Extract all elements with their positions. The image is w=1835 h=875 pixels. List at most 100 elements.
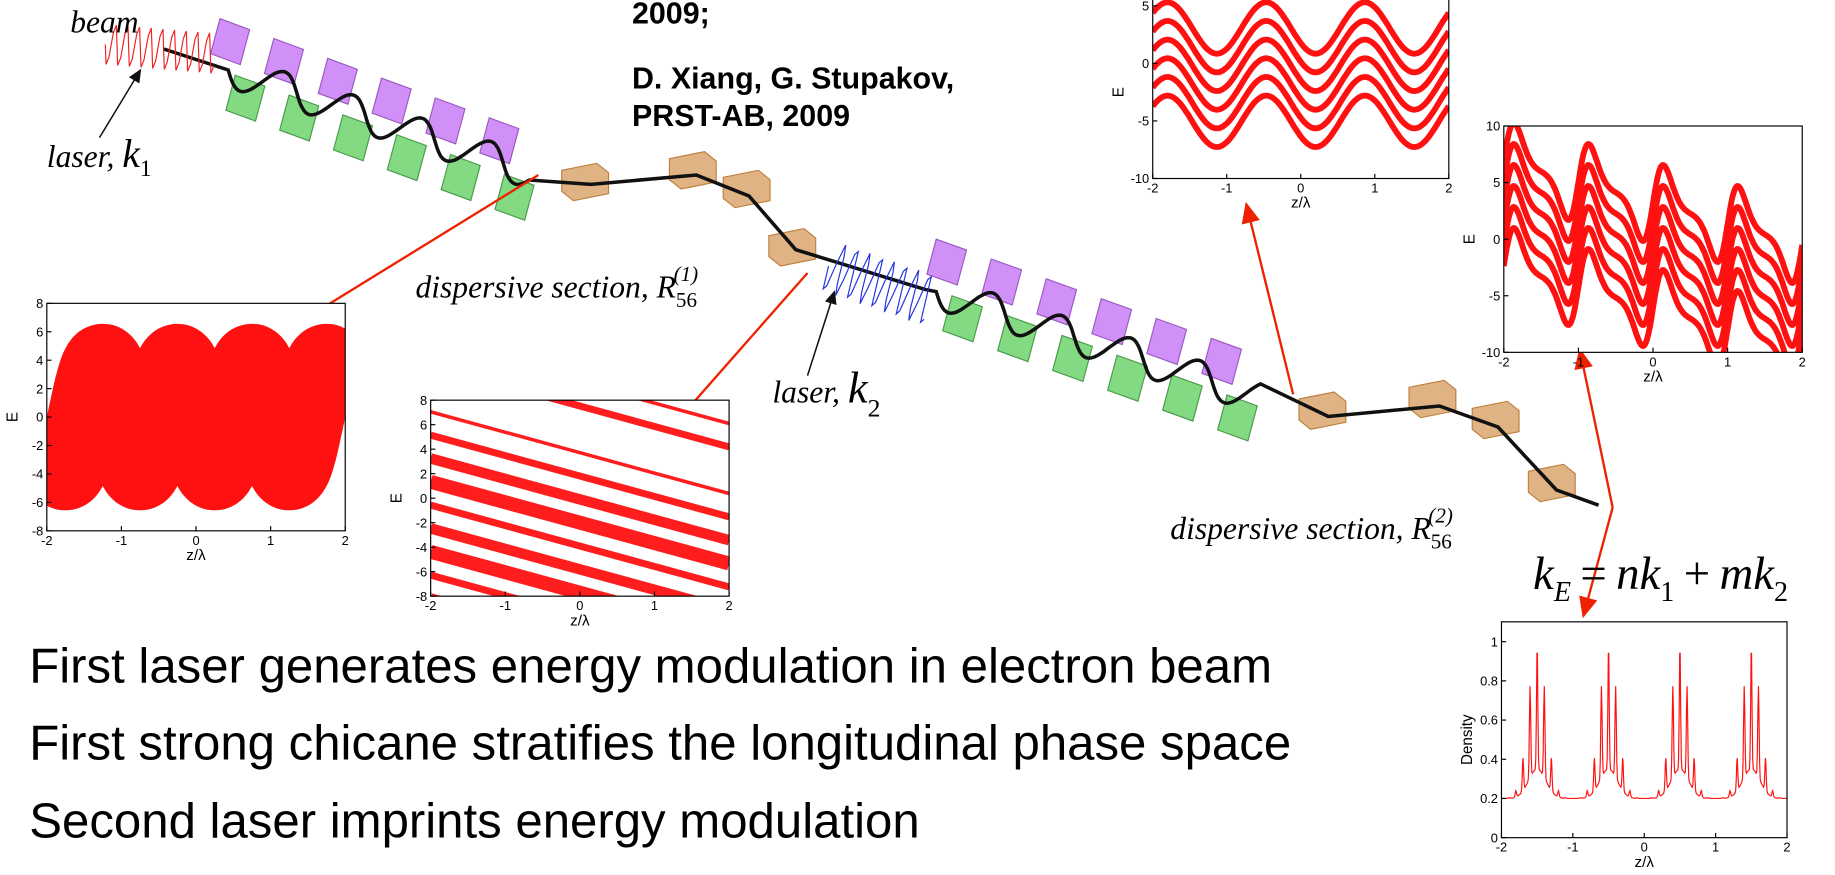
green-magnet	[998, 316, 1038, 362]
formula-symbol: k	[1533, 548, 1555, 600]
formula-symbol: mk	[1719, 548, 1775, 600]
body: 2009; D. Xiang, G. Stupakov, PRST-AB, 20…	[0, 0, 1835, 875]
laser2-wave	[823, 245, 931, 322]
dispersive1-label: dispersive section, R56(1)	[415, 262, 698, 312]
y-tick-label: 0.2	[1480, 791, 1498, 806]
y-tick-label: 2	[36, 381, 43, 396]
x-tick-label: 0	[1649, 354, 1656, 369]
red-arrow	[1246, 204, 1293, 394]
x-tick-label: 1	[1712, 840, 1719, 855]
y-tick-label: -10	[1131, 171, 1150, 186]
reference-year: 2009;	[632, 0, 710, 30]
x-tick-label: 0	[576, 598, 583, 613]
y-tick-label: 2	[420, 466, 427, 481]
y-tick-label: 0	[420, 491, 427, 506]
dispersive2-label: dispersive section, R56(2)	[1170, 504, 1453, 554]
formula-subscript: 2	[1774, 577, 1788, 608]
y-tick-label: 6	[420, 417, 427, 432]
green-magnet	[1108, 355, 1148, 401]
x-axis-label: z/λ	[570, 612, 590, 629]
y-tick-label: 0.8	[1480, 674, 1498, 689]
purple-magnet	[982, 259, 1022, 305]
x-tick-label: 1	[267, 533, 274, 548]
x-tick-label: 2	[342, 533, 349, 548]
x-tick-label: -1	[1567, 840, 1578, 855]
y-tick-label: -8	[416, 589, 427, 604]
slide: 2009; D. Xiang, G. Stupakov, PRST-AB, 20…	[0, 0, 1835, 875]
y-tick-label: -4	[32, 467, 43, 482]
x-tick-label: 2	[726, 598, 733, 613]
label-subscript: 56	[1431, 529, 1452, 553]
chicane-magnet	[669, 152, 716, 189]
y-tick-label: 1	[1491, 634, 1498, 649]
purple-magnet	[1147, 319, 1187, 365]
green-magnet	[387, 135, 426, 181]
y-tick-label: 4	[420, 442, 427, 457]
y-tick-label: 8	[420, 393, 427, 408]
laser2-label: laser, k2	[772, 363, 880, 423]
reference-journal: PRST-AB, 2009	[632, 99, 850, 133]
y-axis-label: E	[388, 493, 405, 503]
y-tick-label: -6	[416, 564, 427, 579]
y-tick-label: 8	[36, 296, 43, 311]
purple-magnet	[211, 19, 250, 65]
x-tick-label: 0	[192, 533, 199, 548]
x-tick-label: 0	[1641, 840, 1648, 855]
y-tick-label: -2	[416, 515, 427, 530]
x-tick-label: 0	[1297, 181, 1304, 196]
label-text: laser,	[772, 375, 847, 410]
page: EEHG scheme {"header":{"year_line":"2009…	[0, 0, 1835, 875]
formula-subscript: E	[1553, 577, 1571, 608]
x-axis-label: z/λ	[1643, 369, 1663, 386]
purple-magnet	[1202, 338, 1242, 384]
formula-operator: +	[1684, 548, 1710, 600]
label-superscript: (1)	[674, 262, 699, 286]
pointer-arrow	[99, 70, 140, 138]
x-tick-label: 2	[1799, 354, 1806, 369]
x-axis-label: z/λ	[186, 547, 206, 564]
label-subscript: 56	[676, 288, 697, 312]
y-tick-label: 0	[1491, 830, 1498, 845]
label-subscript: 1	[140, 156, 152, 182]
y-tick-label: 0	[1142, 56, 1149, 71]
y-axis-label: E	[1110, 87, 1127, 97]
y-tick-label: 0.6	[1480, 713, 1498, 728]
y-tick-label: -2	[32, 438, 43, 453]
label-symbol: k	[848, 363, 869, 413]
label-text: dispersive section,	[1170, 511, 1411, 546]
reference-authors: D. Xiang, G. Stupakov,	[632, 62, 954, 96]
green-magnet	[1163, 375, 1203, 421]
y-tick-label: -5	[1489, 288, 1500, 303]
purple-magnet	[927, 239, 967, 285]
chicane-magnet	[1409, 380, 1456, 417]
y-axis-label: Density	[1459, 714, 1476, 765]
energy-band	[47, 360, 345, 474]
y-tick-label: 0	[1493, 232, 1500, 247]
chicane-magnet	[1299, 392, 1346, 429]
y-tick-label: 5	[1142, 0, 1149, 13]
label-symbol: k	[122, 132, 141, 176]
x-tick-label: 1	[1371, 181, 1378, 196]
y-tick-label: -8	[32, 524, 43, 539]
y-tick-label: -4	[416, 540, 427, 555]
label-superscript: (2)	[1428, 504, 1453, 528]
label-text: laser,	[47, 139, 122, 174]
y-tick-label: 5	[1493, 175, 1500, 190]
x-tick-label: -1	[116, 533, 127, 548]
red-arrow	[1580, 350, 1613, 508]
y-tick-label: -5	[1138, 114, 1149, 129]
purple-magnet	[1037, 279, 1077, 325]
laser1-label: laser, k1	[47, 132, 152, 182]
plot-background	[1501, 622, 1787, 838]
label-text: dispersive section,	[415, 270, 656, 305]
harmonic-formula: kE=nk1+mk2	[1533, 548, 1788, 608]
x-tick-label: 2	[1783, 840, 1790, 855]
plot-pattern	[47, 360, 345, 474]
x-tick-label: -1	[1221, 181, 1232, 196]
bullet: First laser generates energy modulation …	[29, 640, 1272, 694]
y-tick-label: 0.4	[1480, 752, 1498, 767]
